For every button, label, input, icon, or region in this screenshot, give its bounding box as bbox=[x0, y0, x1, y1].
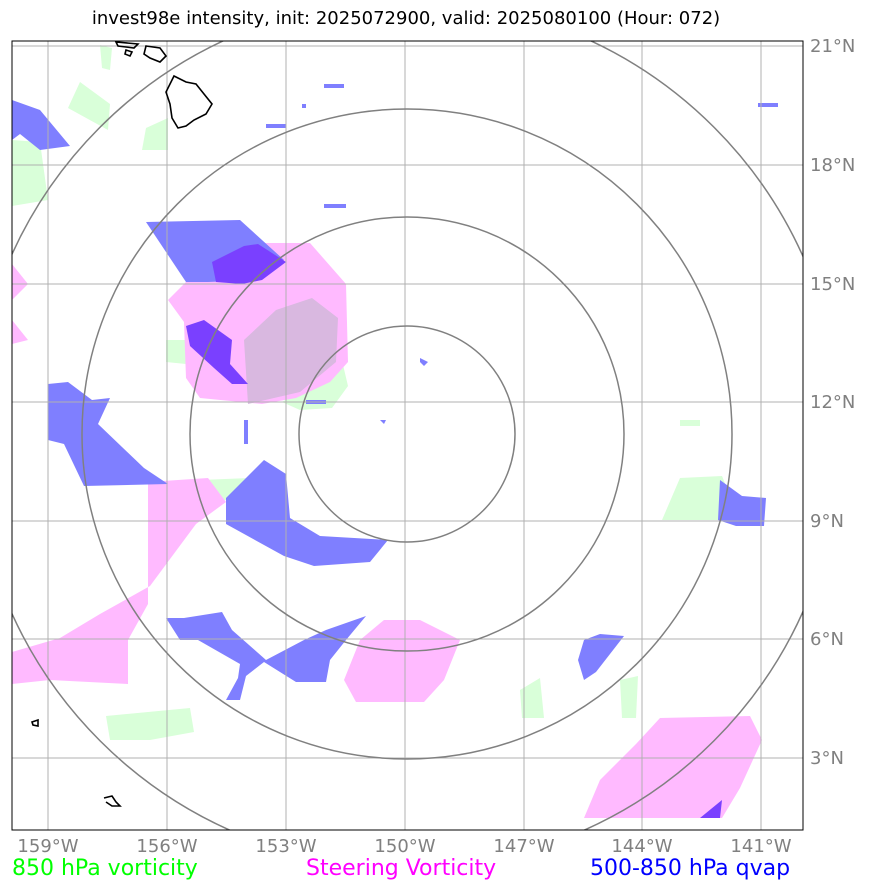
map-layers bbox=[12, 41, 803, 830]
lat-tick-label: 15°N bbox=[810, 274, 855, 295]
plot-frame bbox=[11, 40, 804, 831]
legend-850-vorticity: 850 hPa vorticity bbox=[12, 856, 198, 881]
qvap-overlap-shading bbox=[186, 244, 722, 818]
island-hawaii bbox=[165, 74, 213, 129]
island-molokai bbox=[114, 41, 140, 49]
lat-tick-label: 18°N bbox=[810, 155, 855, 176]
legend-qvap: 500-850 hPa qvap bbox=[590, 856, 791, 881]
lat-tick-labels: 21°N 18°N 15°N 12°N 9°N 6°N 3°N bbox=[810, 36, 855, 769]
range-ring-1 bbox=[298, 325, 516, 543]
lat-tick-label: 9°N bbox=[810, 511, 844, 532]
range-ring-3 bbox=[81, 108, 733, 760]
lon-tick-label: 141°W bbox=[730, 836, 791, 857]
range-ring-2 bbox=[189, 216, 625, 652]
lon-tick-label: 144°W bbox=[611, 836, 672, 857]
coastlines bbox=[30, 41, 213, 807]
lon-tick-label: 147°W bbox=[493, 836, 554, 857]
lat-tick-label: 21°N bbox=[810, 36, 855, 57]
lat-tick-label: 3°N bbox=[810, 748, 844, 769]
lon-tick-label: 156°W bbox=[136, 836, 197, 857]
lat-tick-label: 6°N bbox=[810, 629, 844, 650]
range-rings bbox=[12, 41, 803, 830]
atoll-2 bbox=[103, 795, 122, 807]
map-title: invest98e intensity, init: 2025072900, v… bbox=[91, 8, 721, 29]
island-lanai bbox=[124, 48, 134, 58]
atoll-1 bbox=[30, 718, 39, 727]
legend: 850 hPa vorticity Steering Vorticity 500… bbox=[0, 856, 873, 886]
lon-tick-labels: 159°W 156°W 153°W 150°W 147°W 144°W 141°… bbox=[17, 836, 791, 857]
gridlines bbox=[12, 41, 803, 830]
lon-tick-label: 159°W bbox=[17, 836, 78, 857]
legend-steering-vorticity: Steering Vorticity bbox=[306, 856, 497, 881]
lon-tick-label: 150°W bbox=[374, 836, 435, 857]
island-maui bbox=[143, 45, 168, 63]
lon-tick-label: 153°W bbox=[255, 836, 316, 857]
lat-tick-label: 12°N bbox=[810, 392, 855, 413]
